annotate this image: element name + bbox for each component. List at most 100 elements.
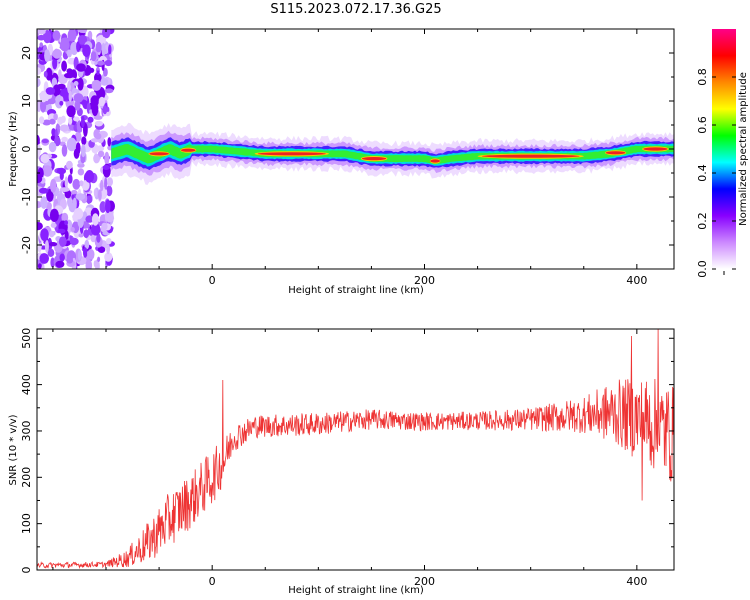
noise-blob xyxy=(93,188,98,198)
noise-blob xyxy=(90,51,97,62)
noise-blob xyxy=(48,141,57,153)
noise-blob xyxy=(66,257,74,264)
noise-blob xyxy=(37,77,41,88)
ridge-core-red xyxy=(481,154,580,158)
noise-blob xyxy=(66,137,77,152)
colorbar: 0.0 0.2 0.4 0.6 0.8 Normalized spectral ampl… xyxy=(696,29,749,278)
noise-blob xyxy=(67,196,72,208)
noise-blob xyxy=(97,256,101,262)
noise-blob xyxy=(41,139,49,144)
noise-blob xyxy=(67,29,77,42)
noise-blob xyxy=(100,78,109,86)
noise-blob xyxy=(85,215,94,223)
noise-blob xyxy=(66,68,73,74)
noise-blob xyxy=(108,44,112,55)
noise-blob xyxy=(78,233,84,238)
noise-blob xyxy=(75,193,86,201)
noise-blob xyxy=(77,250,82,261)
snr-panel: 0 200 400 0 100 200 300 400 500 Height of straig… xyxy=(8,328,675,596)
noise-blob xyxy=(64,220,68,226)
noise-blob xyxy=(105,199,111,214)
noise-blob xyxy=(106,185,113,197)
noise-blob xyxy=(49,208,59,222)
noise-blob xyxy=(74,131,82,142)
x-tick-label: 400 xyxy=(626,274,647,287)
noise-blob xyxy=(73,81,79,86)
noise-blob xyxy=(49,230,55,238)
figure-title: S115.2023.072.17.36.G25 xyxy=(270,2,441,17)
noise-blob xyxy=(96,70,100,75)
noise-blob xyxy=(44,239,49,253)
noise-blob xyxy=(75,142,81,155)
noise-blob xyxy=(64,176,69,188)
noise-blob xyxy=(45,87,56,95)
noise-blob xyxy=(37,29,46,35)
noise-blob xyxy=(77,35,88,45)
colorbar-gradient xyxy=(712,29,736,269)
noise-blob xyxy=(105,210,114,223)
colorbar-ticks: 0.0 0.2 0.4 0.6 0.8 xyxy=(696,68,736,278)
noise-blob xyxy=(37,245,42,253)
noise-blob xyxy=(45,67,53,81)
noise-blob xyxy=(67,174,73,184)
noise-blob xyxy=(80,144,86,158)
noise-blob xyxy=(43,70,48,78)
spectrogram-y-axis-label: Frequency (Hz) xyxy=(8,111,19,187)
noise-blob xyxy=(51,128,56,137)
snr-y-axis-label: SNR (10 * v/v) xyxy=(8,414,19,485)
noise-blob xyxy=(64,72,74,79)
noise-blob xyxy=(38,116,45,124)
noise-blob xyxy=(58,236,67,248)
noise-blob xyxy=(61,136,68,142)
noise-blob xyxy=(59,253,65,262)
noise-blob xyxy=(81,136,87,145)
noise-blob xyxy=(97,60,105,66)
y-tick-label: 200 xyxy=(20,467,33,488)
noise-blob xyxy=(52,57,58,70)
noise-blob xyxy=(76,63,86,72)
noise-blob xyxy=(83,229,90,239)
snr-plot-area xyxy=(37,329,674,570)
noise-blob xyxy=(72,197,77,211)
noise-blob xyxy=(60,37,71,43)
noise-blob xyxy=(95,133,102,140)
y-tick-label: 20 xyxy=(20,46,33,60)
noise-blob xyxy=(104,151,110,166)
noise-blob xyxy=(40,196,48,209)
noise-blob xyxy=(85,259,93,269)
noise-blob xyxy=(68,90,73,103)
noise-blob xyxy=(56,83,66,90)
noise-blob xyxy=(95,41,102,53)
ridge-core-red xyxy=(257,152,326,156)
ridge-band-green xyxy=(111,144,674,165)
noise-blob xyxy=(42,165,53,177)
ridge-band-cyan xyxy=(111,141,674,167)
snr-series-line xyxy=(37,329,674,570)
noise-blob xyxy=(53,113,58,121)
noise-blob xyxy=(102,29,111,39)
noise-blob xyxy=(73,116,80,122)
noise-blob xyxy=(106,177,113,187)
colorbar-label: Normalized spectral amplitude xyxy=(738,72,749,226)
noise-blob xyxy=(104,88,114,94)
noise-blob xyxy=(40,153,50,164)
noise-blob xyxy=(56,167,66,175)
noise-blob xyxy=(70,227,75,232)
noise-blob xyxy=(91,213,99,226)
ridge-core-red xyxy=(361,157,387,161)
noise-blob xyxy=(66,105,76,118)
noise-blob xyxy=(50,178,57,193)
noise-blob xyxy=(64,230,69,240)
noise-blob xyxy=(69,237,79,246)
noise-blob xyxy=(66,160,73,170)
spectrogram-panel: 0 200 400 -20 -10 0 10 20 Height of straight li… xyxy=(8,28,675,296)
noise-blob xyxy=(77,163,85,168)
noise-blob xyxy=(44,49,51,62)
noise-blob xyxy=(97,246,106,253)
ridge-core-red xyxy=(430,159,440,163)
noise-blob xyxy=(55,260,65,268)
noise-blob xyxy=(91,79,102,91)
noise-blob xyxy=(59,187,70,193)
y-tick-label: -10 xyxy=(20,188,33,206)
